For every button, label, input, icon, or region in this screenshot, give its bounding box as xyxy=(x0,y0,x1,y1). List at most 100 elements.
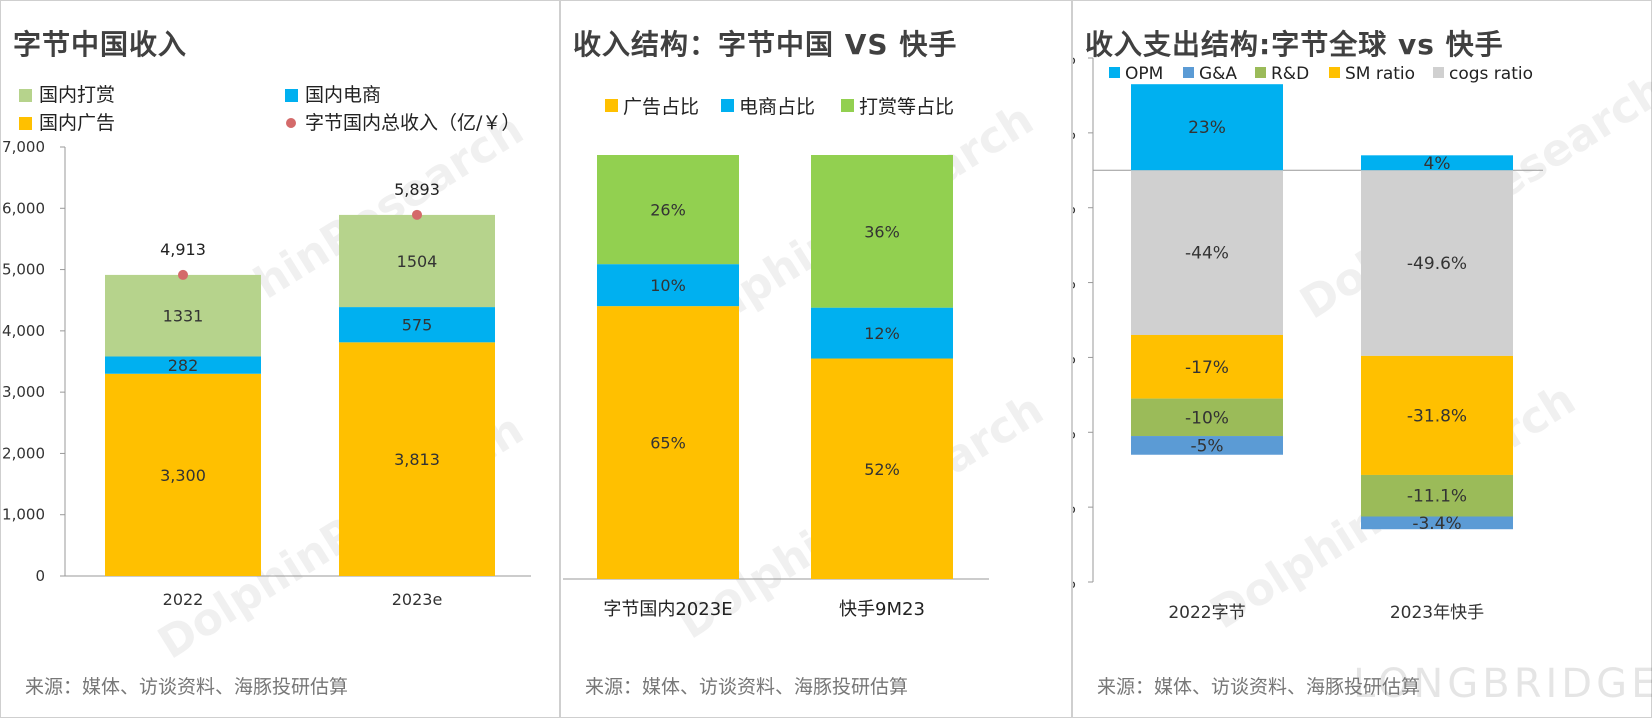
bar-segment xyxy=(811,358,953,579)
data-label: -17% xyxy=(1185,358,1229,378)
y-tick-label: -110% xyxy=(1073,573,1076,593)
y-tick-label: -30% xyxy=(1073,274,1076,294)
legend-swatch xyxy=(1109,67,1120,78)
bar-segment xyxy=(1131,84,1283,171)
total-label: 4,913 xyxy=(160,240,206,259)
bar-segment xyxy=(597,264,739,307)
data-label: 575 xyxy=(402,316,433,335)
panel-bytedance-china-revenue: 字节中国收入 DolphinResearch DolphinResearch 0… xyxy=(0,0,560,718)
bar-segment xyxy=(105,373,261,576)
legend-swatch xyxy=(721,99,734,112)
data-label: 3,813 xyxy=(394,450,440,469)
x-tick-label: 字节国内2023E xyxy=(603,599,732,620)
legend-swatch xyxy=(1255,67,1266,78)
data-label: 282 xyxy=(168,356,199,375)
bar-segment xyxy=(105,274,261,357)
total-label: 5,893 xyxy=(394,180,440,199)
legend-label: 国内电商 xyxy=(305,84,381,106)
legend-label: OPM xyxy=(1125,64,1163,84)
legend-swatch xyxy=(285,89,298,102)
legend-label: R&D xyxy=(1271,64,1309,84)
legend-label: 字节国内总收入（亿/￥） xyxy=(305,112,520,134)
total-marker xyxy=(178,269,188,280)
data-label: 10% xyxy=(650,276,686,295)
legend-label: 国内打赏 xyxy=(39,84,115,106)
data-label: 65% xyxy=(650,434,686,453)
bar-segment xyxy=(811,155,953,308)
data-label: 36% xyxy=(864,222,900,241)
y-tick-label: 30% xyxy=(1073,49,1076,69)
data-label: 12% xyxy=(864,324,900,343)
legend-swatch xyxy=(1433,67,1444,78)
data-label: -10% xyxy=(1185,408,1229,428)
data-label: -3.4% xyxy=(1412,514,1461,534)
data-label: -49.6% xyxy=(1407,254,1467,274)
bar-segment xyxy=(597,155,739,265)
panel-cost-structure: 收入支出结构:字节全球 vs 快手 DolphinResearch Dolphi… xyxy=(1072,0,1652,718)
legend-label: G&A xyxy=(1199,64,1237,84)
y-tick-label: 3,000 xyxy=(2,383,45,401)
source-note: 来源：媒体、访谈资料、海豚投研估算 xyxy=(25,676,349,698)
chart-title: 字节中国收入 xyxy=(13,28,188,61)
y-tick-label: 5,000 xyxy=(2,261,45,279)
legend-label: 打赏等占比 xyxy=(859,96,954,118)
source-note: 来源：媒体、访谈资料、海豚投研估算 xyxy=(585,676,909,698)
data-label: 4% xyxy=(1424,154,1451,174)
data-label: 52% xyxy=(864,460,900,479)
data-label: 1504 xyxy=(397,252,438,271)
x-tick-label: 2023e xyxy=(392,590,443,609)
panel-revenue-structure: 收入结构：字节中国 VS 快手 DolphinResearch DolphinR… xyxy=(560,0,1072,718)
y-tick-label: 10% xyxy=(1073,124,1076,144)
legend-label: 电商占比 xyxy=(739,96,815,118)
bar-segment xyxy=(1131,170,1283,335)
y-tick-label: 4,000 xyxy=(2,322,45,340)
bar-segment xyxy=(597,306,739,579)
data-label: 26% xyxy=(650,201,686,220)
legend-label: 广告占比 xyxy=(623,96,699,118)
x-tick-label: 快手9M23 xyxy=(839,599,925,620)
x-tick-label: 2023年快手 xyxy=(1390,603,1484,623)
data-label: -31.8% xyxy=(1407,406,1467,426)
bar-segment xyxy=(1131,398,1283,437)
data-label: -44% xyxy=(1185,244,1229,264)
bar-segment xyxy=(339,214,495,308)
bar-segment xyxy=(1361,516,1513,530)
legend-swatch xyxy=(841,99,854,112)
legend-swatch xyxy=(605,99,618,112)
data-label: -5% xyxy=(1190,436,1223,456)
bar-segment xyxy=(1361,355,1513,475)
bar-segment xyxy=(811,307,953,359)
legend-swatch xyxy=(1183,67,1194,78)
x-tick-label: 2022字节 xyxy=(1168,603,1245,623)
legend-swatch xyxy=(19,89,32,102)
legend-label: cogs ratio xyxy=(1449,64,1533,84)
bar-segment xyxy=(339,342,495,576)
chart-title: 收入支出结构:字节全球 vs 快手 xyxy=(1085,28,1504,61)
y-tick-label: 0 xyxy=(35,567,45,585)
bar-segment xyxy=(105,356,261,374)
legend-swatch xyxy=(1329,67,1340,78)
bar-segment xyxy=(1361,170,1513,356)
y-tick-label: 1,000 xyxy=(2,506,45,524)
cost-structure-bar-chart: 30% 10% -10% -30% -50% -70% -90% -110% OPM G&A R&D… xyxy=(1073,49,1543,623)
bar-segment xyxy=(1361,155,1513,171)
data-label: 23% xyxy=(1188,118,1226,138)
legend-swatch xyxy=(19,117,32,130)
data-label: 3,300 xyxy=(160,466,206,485)
y-tick-label: 6,000 xyxy=(2,199,45,217)
y-tick-label: 7,000 xyxy=(2,138,45,156)
y-tick-label: -10% xyxy=(1073,199,1076,219)
total-marker xyxy=(412,209,422,220)
legend-label: 国内广告 xyxy=(39,112,115,134)
y-tick-label: -50% xyxy=(1073,348,1076,368)
data-label: 1331 xyxy=(163,307,204,326)
x-tick-label: 2022 xyxy=(163,590,204,609)
bar-segment xyxy=(1361,474,1513,517)
bar-segment xyxy=(339,307,495,343)
legend-label: SM ratio xyxy=(1345,64,1415,84)
revenue-stacked-bar-chart: 0 1,000 2,000 3,000 4,000 5,000 6,000 7,000 国内打赏… xyxy=(2,84,531,609)
source-note: 来源：媒体、访谈资料、海豚投研估算 xyxy=(1097,676,1421,698)
chart-title: 收入结构：字节中国 VS 快手 xyxy=(573,28,958,61)
bar-segment xyxy=(1131,436,1283,455)
bar-segment xyxy=(1131,334,1283,399)
